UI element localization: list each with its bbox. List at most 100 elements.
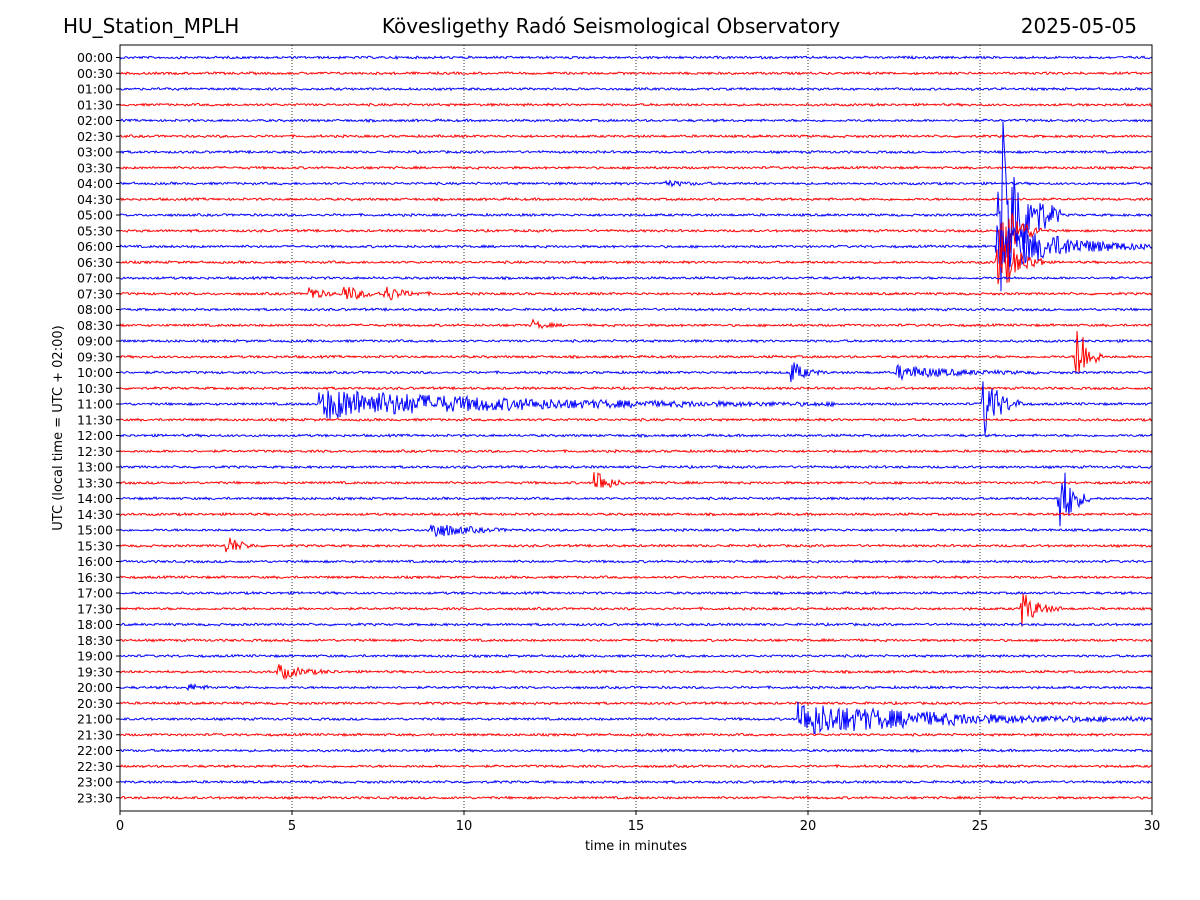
trace-1700	[119, 590, 1153, 596]
trace-0230	[119, 133, 1153, 139]
y-tick-label: 12:00	[77, 428, 113, 443]
trace-1130	[119, 417, 1153, 423]
y-tick-label: 21:00	[77, 712, 113, 727]
trace-1100	[119, 381, 1153, 435]
y-tick-label: 17:00	[77, 586, 113, 601]
y-tick-label: 04:00	[77, 176, 113, 191]
y-axis: 00:0000:3001:0001:3002:0002:3003:0003:30…	[77, 50, 120, 805]
y-tick-label: 02:30	[77, 129, 113, 144]
trace-0300	[119, 149, 1153, 155]
traces	[119, 55, 1153, 801]
trace-0130	[119, 102, 1153, 108]
y-tick-label: 18:00	[77, 617, 113, 632]
station-name: HU_Station_MPLH	[63, 14, 240, 38]
y-tick-label: 06:00	[77, 239, 113, 254]
trace-2130	[119, 732, 1153, 738]
y-tick-label: 05:00	[77, 208, 113, 223]
y-tick-label: 07:30	[77, 286, 113, 301]
trace-0100	[119, 86, 1153, 92]
trace-0030	[119, 70, 1153, 76]
trace-0930	[119, 330, 1153, 374]
trace-2330	[119, 795, 1153, 801]
trace-2300	[119, 779, 1153, 785]
x-tick-label: 5	[288, 819, 296, 834]
y-tick-label: 13:00	[77, 460, 113, 475]
trace-1330	[119, 472, 1153, 488]
y-tick-label: 23:30	[77, 790, 113, 805]
y-tick-label: 22:00	[77, 743, 113, 758]
y-tick-label: 10:30	[77, 381, 113, 396]
trace-0730	[119, 286, 1153, 301]
y-tick-label: 21:30	[77, 727, 113, 742]
y-tick-label: 00:00	[77, 50, 113, 65]
trace-1900	[119, 653, 1153, 659]
y-tick-label: 08:00	[77, 302, 113, 317]
y-tick-label: 10:00	[77, 365, 113, 380]
trace-0530	[119, 213, 1153, 273]
y-tick-label: 18:30	[77, 633, 113, 648]
trace-1030	[119, 385, 1153, 391]
y-tick-label: 11:00	[77, 397, 113, 412]
y-tick-label: 03:00	[77, 145, 113, 160]
y-tick-label: 04:30	[77, 192, 113, 207]
y-tick-label: 22:30	[77, 759, 113, 774]
y-tick-label: 13:30	[77, 475, 113, 490]
y-axis-label: UTC (local time = UTC + 02:00)	[51, 325, 66, 530]
x-tick-label: 25	[972, 819, 989, 834]
y-tick-label: 19:30	[77, 664, 113, 679]
y-tick-label: 06:30	[77, 255, 113, 270]
y-tick-label: 14:00	[77, 491, 113, 506]
y-tick-label: 14:30	[77, 507, 113, 522]
trace-2000	[119, 683, 1153, 692]
trace-1300	[119, 464, 1153, 470]
trace-0430	[119, 196, 1153, 202]
trace-0800	[119, 306, 1153, 312]
trace-0700	[120, 275, 1153, 281]
x-tick-label: 30	[1144, 819, 1161, 834]
trace-0900	[119, 338, 1153, 344]
y-tick-label: 01:00	[77, 82, 113, 97]
y-tick-label: 07:00	[77, 271, 113, 286]
trace-1530	[119, 537, 1153, 553]
y-tick-label: 11:30	[77, 412, 113, 427]
grid-lines	[291, 45, 981, 811]
trace-0630	[119, 236, 1153, 285]
chart-date: 2025-05-05	[1020, 14, 1137, 38]
y-tick-label: 19:00	[77, 649, 113, 664]
y-tick-label: 01:30	[77, 97, 113, 112]
y-tick-label: 02:00	[77, 113, 113, 128]
trace-1730	[119, 594, 1153, 627]
trace-1400	[119, 472, 1153, 527]
trace-0400	[119, 179, 1153, 188]
y-tick-label: 08:30	[77, 318, 113, 333]
trace-1830	[119, 637, 1153, 643]
x-axis: 0 5 10 15 20 25 30	[116, 811, 1160, 834]
y-tick-label: 00:30	[77, 66, 113, 81]
x-axis-label: time in minutes	[585, 839, 687, 854]
y-tick-label: 23:00	[77, 775, 113, 790]
trace-1930	[119, 664, 1153, 681]
trace-0500	[119, 121, 1153, 292]
trace-1630	[119, 574, 1153, 580]
trace-0200	[119, 118, 1153, 124]
trace-2100	[119, 701, 1153, 735]
y-tick-label: 15:30	[77, 538, 113, 553]
y-tick-label: 16:30	[77, 570, 113, 585]
trace-0600	[119, 225, 1153, 267]
trace-0000	[119, 55, 1153, 61]
trace-2200	[119, 748, 1153, 754]
trace-1200	[119, 433, 1153, 439]
y-tick-label: 20:00	[77, 680, 113, 695]
y-tick-label: 12:30	[77, 444, 113, 459]
y-tick-label: 03:30	[77, 160, 113, 175]
y-tick-label: 05:30	[77, 223, 113, 238]
trace-0330	[119, 165, 1153, 171]
trace-2230	[119, 763, 1153, 769]
y-tick-label: 16:00	[77, 554, 113, 569]
trace-1430	[119, 511, 1153, 517]
x-tick-label: 15	[628, 819, 645, 834]
y-tick-label: 15:00	[77, 523, 113, 538]
trace-1800	[119, 621, 1153, 627]
y-tick-label: 17:30	[77, 601, 113, 616]
